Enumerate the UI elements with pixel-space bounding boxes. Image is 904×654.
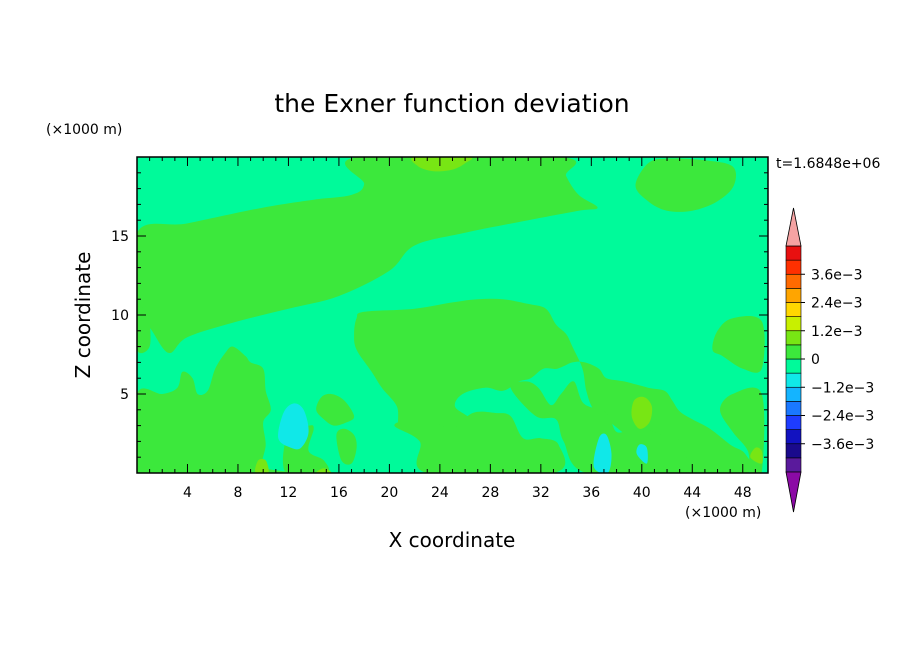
colorbar-swatch xyxy=(785,443,802,459)
y-tick-label: 15 xyxy=(111,229,129,245)
contour-region-16 xyxy=(631,396,653,429)
colorbar-tick-label: −2.4e−3 xyxy=(811,409,874,425)
x-tick-label: 20 xyxy=(380,485,398,501)
colorbar-swatch xyxy=(785,245,802,261)
colorbar-swatch xyxy=(785,273,802,289)
contour-region-14 xyxy=(593,433,612,473)
contour-region-13 xyxy=(278,403,309,450)
x-unit-label: (×1000 m) xyxy=(685,505,761,521)
colorbar: 3.6e−3 2.4e−3 1.2e−3 0 −1.2e−3 −2.4e−3 −3.6e−3 xyxy=(785,207,874,513)
contour-region-0 xyxy=(137,157,598,353)
x-axis-label: X coordinate xyxy=(389,528,516,552)
colorbar-swatch xyxy=(785,316,802,332)
x-tick-label: 8 xyxy=(233,485,242,501)
colorbar-tick-label: 1.2e−3 xyxy=(811,324,863,340)
colorbar-swatch xyxy=(785,344,802,360)
y-axis: 5 10 15 xyxy=(111,172,768,458)
y-unit-label: (×1000 m) xyxy=(46,122,122,138)
contour-region-18 xyxy=(316,468,332,473)
x-tick-label: 12 xyxy=(280,485,298,501)
x-axis: 4 8 12 16 20 24 28 32 36 40 44 48 xyxy=(149,157,756,501)
contour-region-3 xyxy=(137,304,151,354)
x-tick-label: 32 xyxy=(532,485,550,501)
colorbar-tick-label: 3.6e−3 xyxy=(811,267,863,283)
colorbar-swatch xyxy=(785,415,802,430)
x-tick-label: 4 xyxy=(183,485,192,501)
contour-region-19 xyxy=(750,447,763,464)
y-axis-label: Z coordinate xyxy=(71,252,95,379)
colorbar-swatch xyxy=(785,386,802,402)
colorbar-swatch xyxy=(785,358,802,374)
colorbar-swatch xyxy=(785,302,802,317)
x-tick-label: 28 xyxy=(481,485,499,501)
colorbar-swatch xyxy=(785,259,802,275)
y-tick-label: 5 xyxy=(120,387,129,403)
contour-region-9 xyxy=(316,393,355,426)
colorbar-over-arrow xyxy=(785,207,802,247)
colorbar-swatch xyxy=(785,288,802,303)
contour-region-10 xyxy=(336,428,357,465)
contour-region-6 xyxy=(394,411,566,473)
x-tick-label: 48 xyxy=(734,485,752,501)
contour-region-11 xyxy=(712,315,765,373)
contour-region-2 xyxy=(635,158,737,212)
colorbar-tick-label: −3.6e−3 xyxy=(811,437,874,453)
chart-title: the Exner function deviation xyxy=(274,89,629,118)
contour-region-1 xyxy=(411,157,473,172)
time-label: t=1.6848e+06 xyxy=(776,156,880,172)
x-tick-label: 16 xyxy=(330,485,348,501)
colorbar-tick-label: 0 xyxy=(811,352,820,368)
x-tick-label: 44 xyxy=(683,485,701,501)
colorbar-swatch xyxy=(785,457,802,473)
y-tick-label: 10 xyxy=(111,308,129,324)
colorbar-tick-label: 2.4e−3 xyxy=(811,296,863,312)
x-tick-label: 40 xyxy=(633,485,651,501)
contour-region-17 xyxy=(255,458,269,473)
colorbar-swatch xyxy=(785,330,802,346)
colorbar-under-arrow xyxy=(785,471,802,513)
colorbar-swatch xyxy=(785,372,802,388)
colorbar-swatch xyxy=(785,429,802,445)
x-tick-label: 24 xyxy=(431,485,449,501)
colorbar-swatch xyxy=(785,401,802,416)
contour-region-7 xyxy=(137,346,292,473)
x-tick-label: 36 xyxy=(582,485,600,501)
colorbar-tick-label: −1.2e−3 xyxy=(811,380,874,396)
contour-regions xyxy=(137,157,765,473)
contour-region-15 xyxy=(636,444,648,464)
